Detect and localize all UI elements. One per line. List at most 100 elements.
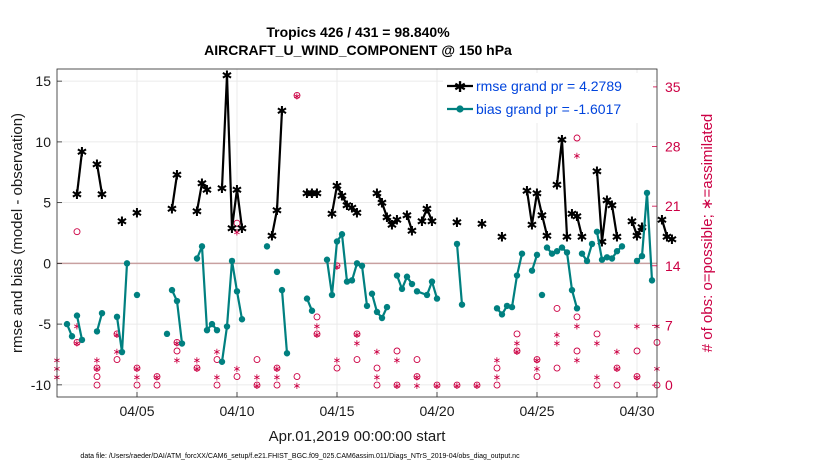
data-point: [163, 330, 171, 338]
obs-possible-marker: [613, 381, 621, 389]
legend-bias-label: bias grand pr = -1.6017: [476, 101, 621, 117]
x-tick-label: 04/15: [319, 403, 354, 419]
obs-assimilated-marker: ∗: [413, 381, 421, 392]
x-tick-label: 04/20: [419, 403, 454, 419]
obs-assimilated-marker: ∗: [513, 338, 521, 349]
obs-possible-marker: [533, 356, 541, 363]
data-point: [558, 244, 566, 251]
data-point: ✱: [172, 169, 183, 184]
obs-assimilated-marker: ∗: [293, 91, 301, 102]
obs-possible-marker: [253, 381, 261, 389]
data-point: [168, 286, 176, 294]
obs-possible-marker: [413, 356, 421, 363]
obs-possible-marker: [553, 364, 561, 372]
obs-assimilated-marker: ∗: [73, 338, 81, 349]
data-point: [403, 273, 411, 280]
series-line: [376, 192, 398, 226]
data-point: [343, 278, 351, 285]
data-point: [493, 305, 501, 312]
data-point: ✱: [427, 215, 438, 230]
obs-possible-marker: [633, 373, 641, 381]
data-point: [573, 305, 581, 312]
data-point: ✱: [197, 177, 208, 192]
data-point: [198, 243, 206, 250]
data-point: [238, 316, 246, 323]
obs-assimilated-marker: ∗: [393, 381, 401, 392]
data-point: [518, 250, 526, 257]
data-point: [338, 231, 346, 238]
data-point: [228, 257, 236, 265]
y-tick-label: 0: [43, 255, 51, 271]
series-line: [455, 243, 464, 305]
data-point: [123, 260, 131, 267]
chart-subtitle: AIRCRAFT_U_WIND_COMPONENT @ 150 hPa: [204, 42, 512, 58]
data-point: [643, 189, 651, 197]
data-point: [638, 252, 646, 260]
obs-count-markers: ∗∗∗∗∗∗∗∗∗∗∗ ∗∗∗ ∗∗∗∗∗∗∗∗∗∗∗∗∗∗∗∗∗∗∗∗∗∗∗∗ ∗ ∗…: [53, 91, 661, 392]
obs-assimilated-marker: ∗: [513, 347, 521, 358]
data-point: [578, 250, 586, 257]
obs-assimilated-marker: ∗: [593, 373, 601, 384]
obs-assimilated-marker: ∗: [93, 356, 101, 367]
series-line: [405, 214, 414, 231]
obs-possible-marker: [473, 381, 481, 389]
data-point: ✱: [372, 187, 383, 202]
legend-rmse-marker: ✱: [454, 78, 467, 96]
data-point: ✱: [422, 203, 433, 218]
data-point: [263, 243, 271, 250]
series-line: [571, 212, 584, 237]
data-point: [333, 238, 341, 245]
obs-assimilated-marker: ∗: [353, 338, 361, 349]
data-point: [503, 302, 511, 310]
legend-rmse-label: rmse grand pr = 4.2789: [476, 78, 622, 94]
obs-assimilated-marker: ∗: [73, 321, 81, 332]
data-point: [513, 272, 521, 279]
data-point: [538, 291, 546, 299]
data-point: ✱: [632, 229, 643, 244]
data-point: [78, 336, 86, 344]
series-line: [195, 182, 208, 212]
obs-possible-marker: [493, 381, 501, 389]
obs-possible-marker: [213, 381, 221, 389]
data-point: [328, 291, 336, 299]
obs-assimilated-marker: ∗: [273, 364, 281, 375]
data-point: ✱: [307, 187, 318, 202]
data-point: [98, 309, 106, 317]
series-line: [525, 190, 549, 236]
data-point: ✱: [557, 133, 568, 148]
obs-possible-marker: [513, 347, 521, 355]
obs-assimilated-marker: ∗: [333, 356, 341, 367]
data-point: [618, 243, 626, 250]
obs-assimilated-marker: ∗: [153, 373, 161, 384]
legend-box: [443, 73, 653, 123]
data-point: [278, 286, 286, 294]
data-point: ✱: [552, 178, 563, 193]
data-point: [508, 303, 516, 311]
data-point: ✱: [167, 203, 178, 218]
obs-possible-marker: [593, 381, 601, 389]
obs-assimilated-marker: ∗: [533, 364, 541, 375]
data-point: [203, 326, 211, 334]
data-point: ✱: [382, 211, 393, 226]
data-point: [563, 249, 571, 256]
data-point: ✱: [202, 183, 213, 198]
obs-possible-marker: [353, 330, 361, 338]
plot-area: [57, 69, 657, 397]
obs-possible-marker: [173, 347, 181, 355]
series-1: [63, 189, 656, 365]
data-point: [193, 255, 201, 262]
y2-tick-label: 21: [665, 198, 681, 214]
data-point: ✱: [662, 231, 673, 246]
obs-possible-marker: [73, 339, 81, 346]
data-point: [348, 277, 356, 284]
obs-assimilated-marker: ∗: [173, 356, 181, 367]
obs-assimilated-marker: ∗: [93, 364, 101, 375]
obs-assimilated-marker: ∗: [393, 356, 401, 367]
y-axis-label: rmse and bias (model - observation): [9, 113, 26, 353]
obs-possible-marker: [573, 347, 581, 355]
data-point: [543, 244, 551, 251]
data-point: ✱: [277, 104, 288, 119]
obs-assimilated-marker: ∗: [293, 381, 301, 392]
data-point: [373, 308, 381, 316]
data-point: ✱: [417, 215, 428, 230]
